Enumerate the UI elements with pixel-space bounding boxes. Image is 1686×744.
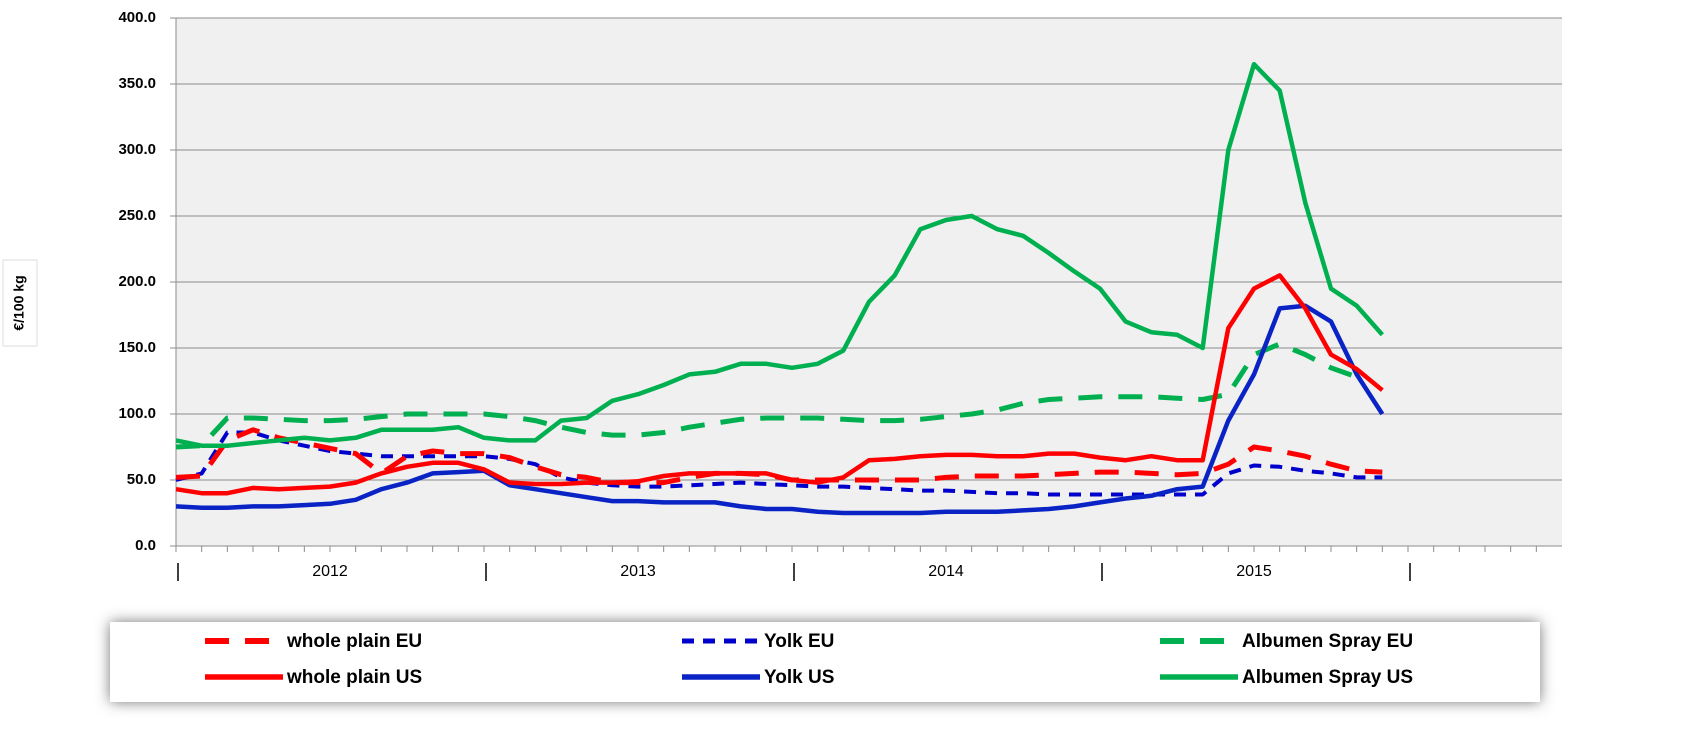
legend-box xyxy=(110,622,1540,702)
y-tick-label: 150.0 xyxy=(118,339,156,356)
y-tick-label: 0.0 xyxy=(135,537,156,554)
series-line xyxy=(175,61,1384,448)
legend-label: Yolk EU xyxy=(764,631,834,652)
series-line xyxy=(175,273,1384,496)
y-tick-label: 400.0 xyxy=(118,9,156,26)
x-group-label: 2015 xyxy=(1236,563,1272,580)
x-group-label: 2014 xyxy=(928,563,964,580)
legend-label: whole plain US xyxy=(286,667,422,688)
legend-label: Albumen Spray EU xyxy=(1242,631,1413,652)
series-line xyxy=(175,430,1383,497)
legend-label: Albumen Spray US xyxy=(1242,667,1413,688)
y-tick-label: 50.0 xyxy=(127,471,156,488)
x-group-label: 2013 xyxy=(620,563,656,580)
series-line xyxy=(175,341,1358,450)
y-tick-label: 350.0 xyxy=(118,75,156,92)
y-tick-label: 100.0 xyxy=(118,405,156,422)
legend-label: Yolk US xyxy=(764,667,834,688)
y-tick-label: 250.0 xyxy=(118,207,156,224)
x-group-label: 2012 xyxy=(312,563,348,580)
series-line xyxy=(175,303,1385,516)
y-tick-label: 200.0 xyxy=(118,273,156,290)
y-label-box xyxy=(2,259,38,347)
y-axis-label: €/100 kg xyxy=(11,275,27,330)
legend-label: whole plain EU xyxy=(286,631,422,652)
y-tick-label: 300.0 xyxy=(118,141,156,158)
